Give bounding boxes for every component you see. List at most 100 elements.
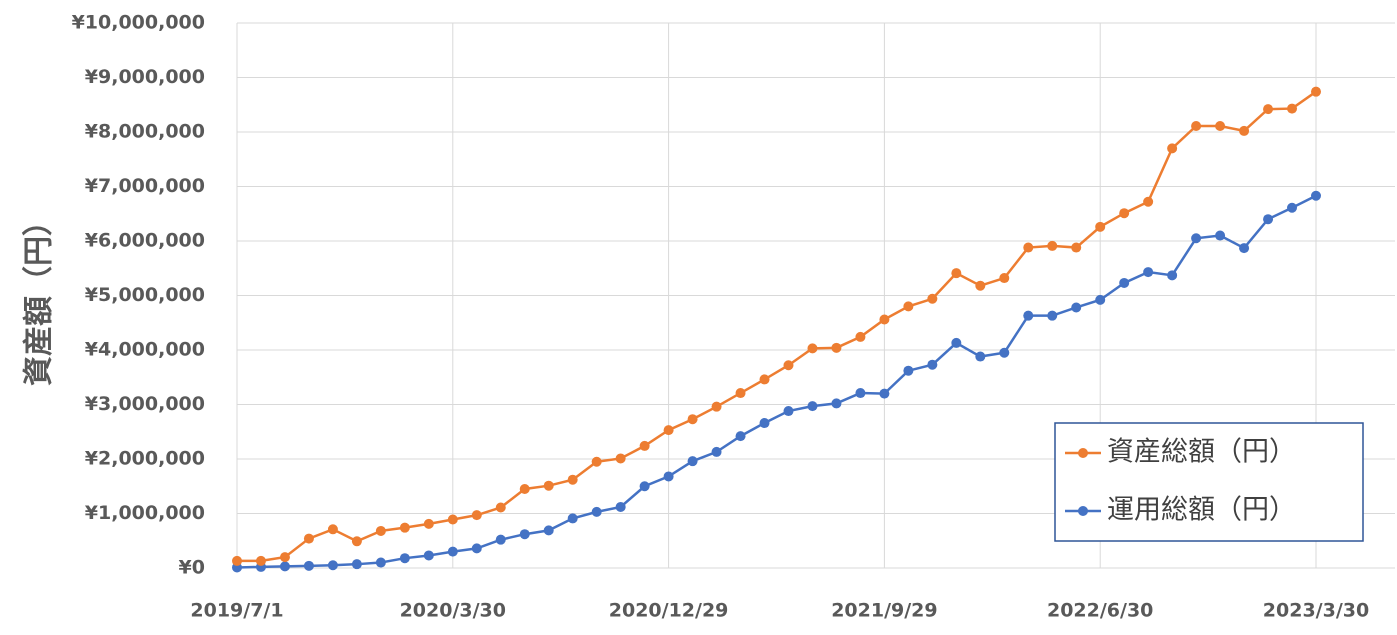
data-point [615, 453, 626, 464]
data-point [879, 388, 890, 399]
data-point [351, 536, 362, 547]
data-point [927, 293, 938, 304]
data-point [567, 474, 578, 485]
y-tick-label: ¥7,000,000 [85, 175, 205, 197]
data-point [639, 440, 650, 451]
series-line [237, 90, 1317, 563]
data-point [1023, 310, 1034, 321]
data-point [1167, 270, 1178, 281]
data-point [1215, 121, 1226, 132]
data-point [591, 456, 602, 467]
data-point [1191, 233, 1202, 244]
x-tick-label: 2022/6/30 [1047, 600, 1153, 622]
x-tick-label: 2020/3/30 [400, 600, 506, 622]
data-point [423, 518, 434, 529]
data-point [255, 555, 266, 566]
data-point [543, 480, 554, 491]
data-point [1215, 230, 1226, 241]
legend-label: 資産総額（円） [1107, 437, 1296, 468]
data-point [1287, 202, 1298, 213]
legend-label: 運用総額（円） [1107, 495, 1296, 526]
data-point [1143, 267, 1154, 278]
y-tick-label: ¥8,000,000 [85, 121, 205, 143]
data-point [855, 388, 866, 399]
data-point [1095, 221, 1106, 232]
y-tick-label: ¥5,000,000 [85, 284, 205, 306]
data-point [1239, 243, 1250, 254]
data-point [1287, 103, 1298, 114]
legend-box [1054, 422, 1364, 542]
data-point [759, 374, 770, 385]
data-point [663, 471, 674, 482]
y-tick-label: ¥6,000,000 [85, 230, 205, 252]
data-point [1167, 143, 1178, 154]
legend-marker [1078, 448, 1088, 458]
data-point [1239, 125, 1250, 136]
data-point [1263, 104, 1274, 115]
data-point [279, 561, 290, 572]
data-point [639, 481, 650, 492]
series-line [236, 194, 1317, 569]
data-point [519, 483, 530, 494]
data-point [232, 555, 242, 566]
data-point [999, 347, 1010, 358]
data-point [447, 546, 458, 557]
data-point [327, 524, 338, 535]
data-point [495, 502, 506, 513]
data-point [807, 343, 818, 354]
data-point [927, 359, 938, 370]
data-point [831, 342, 842, 353]
y-tick-label: ¥4,000,000 [85, 339, 205, 361]
data-point [1311, 190, 1321, 201]
y-tick-label: ¥2,000,000 [85, 448, 205, 470]
data-point [327, 560, 338, 571]
data-point [807, 401, 818, 412]
data-point [1119, 277, 1130, 288]
x-tick-label: 2021/9/29 [831, 600, 937, 622]
data-point [351, 559, 362, 570]
data-point [975, 351, 986, 362]
legend-marker [1078, 506, 1088, 516]
data-point [951, 268, 962, 279]
data-point [783, 406, 794, 417]
data-point [1143, 196, 1154, 207]
x-tick-label: 2023/3/30 [1263, 600, 1369, 622]
data-point [903, 365, 914, 376]
data-point [1071, 242, 1082, 253]
y-tick-label: ¥0 [179, 557, 205, 579]
data-point [615, 501, 626, 512]
data-point [399, 553, 410, 564]
y-tick-label: ¥1,000,000 [85, 502, 205, 524]
x-tick-label: 2020/12/29 [609, 600, 729, 622]
data-point [975, 280, 986, 291]
data-point [711, 401, 722, 412]
data-point [1023, 242, 1034, 253]
data-point [855, 331, 866, 342]
data-point [831, 398, 842, 409]
y-tick-label: ¥9,000,000 [85, 66, 205, 88]
data-point [903, 301, 914, 312]
data-point [567, 513, 578, 524]
x-tick-label: 2019/7/1 [190, 600, 283, 622]
data-point [687, 456, 698, 467]
data-point [711, 446, 722, 457]
data-point [303, 560, 314, 571]
data-point [1071, 302, 1082, 313]
data-point [879, 314, 890, 325]
data-point [519, 529, 530, 540]
data-point [1191, 121, 1202, 132]
data-point [1311, 86, 1321, 97]
data-point [423, 550, 434, 561]
y-tick-label: ¥10,000,000 [72, 12, 205, 34]
data-point [1119, 208, 1130, 219]
data-point [591, 506, 602, 517]
data-point [1095, 294, 1106, 305]
data-point [783, 360, 794, 371]
data-point [447, 514, 458, 525]
data-point [663, 425, 674, 436]
data-point [495, 534, 506, 545]
data-point [687, 414, 698, 425]
data-point [951, 337, 962, 348]
data-point [999, 273, 1010, 284]
